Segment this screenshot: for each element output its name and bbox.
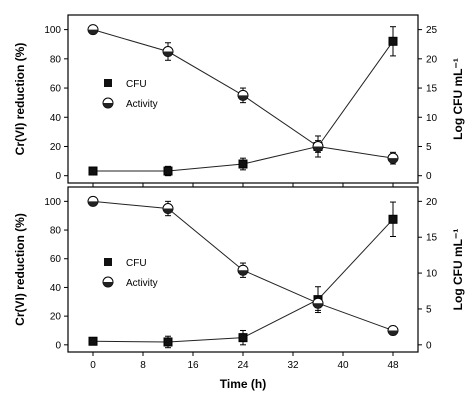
data-point-square: [163, 337, 173, 347]
marker-half: [313, 303, 323, 309]
data-point-circle: [162, 203, 174, 215]
legend-marker-square: [104, 258, 112, 266]
marker-half: [163, 51, 173, 57]
y-axis-title: Cr(VI) reduction (%): [13, 43, 27, 156]
y2-tick-label: 0: [426, 171, 432, 182]
x-tick-label: 8: [140, 360, 146, 371]
y-tick-label: 80: [50, 54, 62, 65]
data-point-square: [238, 159, 248, 169]
x-axis-title: Time (h): [220, 377, 266, 391]
y2-tick-label: 0: [426, 340, 432, 351]
data-point-square: [238, 333, 248, 343]
marker-half: [163, 208, 173, 214]
data-point-circle: [87, 195, 99, 207]
legend-label: Activity: [126, 99, 158, 110]
y2-tick-label: 10: [426, 113, 438, 124]
y-tick-label: 80: [50, 226, 62, 237]
chart-panel-top: 0 20 40 60 80 100 0 5 10 15 20 25 Cr(VI) reduction (…: [13, 14, 465, 187]
x-tick-label: 48: [387, 360, 399, 371]
legend-marker-square: [104, 79, 112, 87]
y-tick-label: 40: [50, 113, 62, 124]
y2-tick-label: 5: [426, 142, 432, 153]
series-activity: [87, 24, 399, 165]
data-point-square: [388, 214, 398, 224]
x-tick-label: 24: [237, 360, 249, 371]
y2-tick-label: 20: [426, 197, 438, 208]
chart-panel-bottom: 0 20 40 60 80 100 0 5 10 15 20 0 8 16 24 32 40 48 Cr(VI) r…: [13, 186, 465, 391]
legend: CFU Activity: [102, 258, 158, 289]
data-point-square: [88, 166, 98, 176]
data-point-square: [88, 336, 98, 346]
legend: CFU Activity: [102, 79, 158, 110]
x-tick-label: 0: [90, 360, 96, 371]
data-point-circle: [312, 297, 324, 309]
x-tick-label: 40: [337, 360, 349, 371]
y-tick-label: 0: [55, 171, 61, 182]
marker-half: [388, 330, 398, 336]
marker-half: [238, 95, 248, 101]
x-tick-label: 32: [287, 360, 299, 371]
data-point-square: [388, 36, 398, 46]
legend-label: Activity: [126, 278, 158, 289]
y2-tick-label: 15: [426, 233, 438, 244]
y-tick-label: 100: [44, 197, 61, 208]
marker-half: [88, 29, 98, 35]
data-point-circle: [237, 264, 249, 276]
y-tick-label: 40: [50, 283, 62, 294]
series-activity: [87, 195, 399, 336]
y-tick-label: 20: [50, 142, 62, 153]
y-tick-label: 100: [44, 25, 61, 36]
y2-tick-label: 15: [426, 84, 438, 95]
legend-marker-half: [103, 103, 113, 108]
marker-half: [88, 201, 98, 207]
marker-half: [313, 146, 323, 152]
data-point-circle: [237, 89, 249, 101]
legend-marker-half: [103, 282, 113, 287]
y2-tick-label: 10: [426, 269, 438, 280]
y2-axis-title: Log CFU mL⁻¹: [451, 58, 465, 140]
y2-tick-label: 5: [426, 304, 432, 315]
data-point-circle: [87, 24, 99, 36]
x-tick-label: 16: [187, 360, 199, 371]
data-point-circle: [162, 46, 174, 58]
data-point-circle: [387, 324, 399, 336]
y-tick-label: 20: [50, 312, 62, 323]
data-point-circle: [387, 152, 399, 164]
y-axis-title: Cr(VI) reduction (%): [13, 213, 27, 326]
marker-half: [388, 158, 398, 164]
y2-axis-title: Log CFU mL⁻¹: [451, 229, 465, 311]
legend-label: CFU: [126, 79, 147, 90]
y-tick-label: 0: [55, 340, 61, 351]
data-point-square: [163, 166, 173, 176]
data-point-circle: [312, 140, 324, 152]
y2-tick-label: 25: [426, 25, 438, 36]
y-tick-label: 60: [50, 254, 62, 265]
y-tick-label: 60: [50, 84, 62, 95]
y2-tick-label: 20: [426, 54, 438, 65]
marker-half: [238, 270, 248, 276]
legend-label: CFU: [126, 258, 147, 269]
